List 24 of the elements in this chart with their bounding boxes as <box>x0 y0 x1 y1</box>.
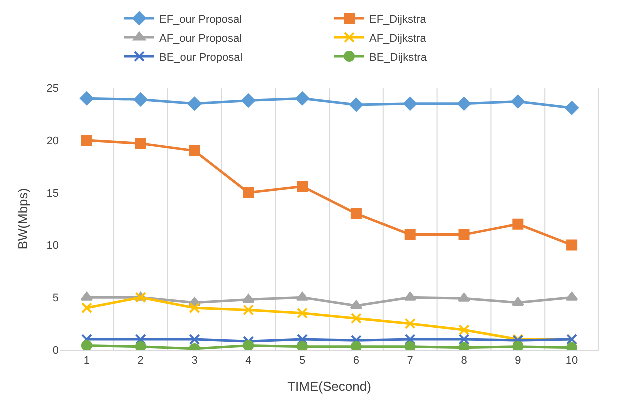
legend-label: EF_Dijkstra <box>370 14 428 26</box>
legend-label: BE_Dijkstra <box>370 52 428 64</box>
x-tick-label: 5 <box>299 355 306 368</box>
x-tick-label: 3 <box>192 355 198 368</box>
legend-label: AF_our Proposal <box>160 32 242 45</box>
y-tick-label: 20 <box>46 135 59 148</box>
x-tick-label: 6 <box>353 355 360 368</box>
x-axis-title: TIME(Second) <box>288 378 372 394</box>
y-tick-label: 0 <box>52 344 59 357</box>
x-tick-label: 10 <box>566 355 578 368</box>
x-tick-label: 4 <box>246 355 252 368</box>
y-tick-label: 25 <box>46 83 59 96</box>
x-tick-label: 7 <box>407 355 414 368</box>
y-axis-title: BW(Mbps) <box>16 188 31 250</box>
legend-label: EF_our Proposal <box>160 14 242 26</box>
y-tick-label: 15 <box>46 188 59 200</box>
legend-label: AF_Dijkstra <box>370 32 428 45</box>
y-tick-label: 10 <box>46 240 59 252</box>
x-tick-label: 9 <box>515 355 522 368</box>
x-tick-label: 8 <box>461 355 468 368</box>
x-tick-label: 2 <box>138 355 144 368</box>
legend-label: BE_our Proposal <box>160 52 243 64</box>
x-tick-label: 1 <box>84 355 90 368</box>
y-tick-label: 5 <box>52 292 59 304</box>
